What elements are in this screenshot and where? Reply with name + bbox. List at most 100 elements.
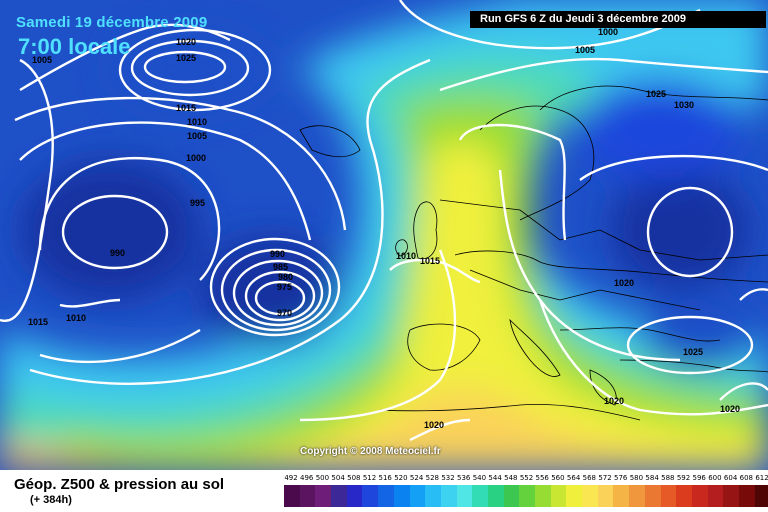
- scale-label: 576: [614, 474, 628, 482]
- scale-cell: [597, 485, 614, 507]
- isobar-label: 1015: [420, 256, 441, 266]
- isobar-label: 1025: [646, 89, 667, 99]
- isobar-label: 1010: [66, 313, 87, 323]
- isobar-label: 1010: [396, 251, 417, 261]
- scale-label: 588: [661, 474, 675, 482]
- scale-label: 584: [645, 474, 659, 482]
- isobar-label: 980: [278, 272, 294, 282]
- isobar-label: 1005: [32, 55, 53, 65]
- isobar-label: 990: [110, 248, 126, 258]
- scale-label: 500: [315, 474, 330, 482]
- coastlines: [299, 85, 768, 421]
- scale-cell: [472, 485, 488, 507]
- scale-label: 596: [692, 474, 706, 482]
- scale-label: 516: [378, 474, 392, 482]
- scale-label: 608: [739, 474, 753, 482]
- scale-label: 600: [708, 474, 722, 482]
- isobar-label: 1025: [683, 347, 704, 357]
- forecast-date: Samedi 19 décembre 2009: [16, 14, 208, 31]
- weather-map: 1020 1025 1005 1015 1010 1005 1000 995 9…: [0, 0, 768, 470]
- scale-cell: [456, 485, 473, 507]
- isobar-label: 1015: [28, 317, 49, 327]
- scale-label: 560: [551, 474, 565, 482]
- isobar-label: 1015: [176, 103, 197, 113]
- scale-cell: [707, 485, 724, 507]
- isobar-label: 1025: [176, 53, 197, 63]
- run-info: Run GFS 6 Z du Jeudi 3 décembre 2009: [470, 11, 766, 28]
- scale-label: 532: [441, 474, 455, 482]
- isobar-label: 1000: [186, 153, 207, 163]
- scale-cell: [346, 485, 363, 507]
- scale-label: 548: [504, 474, 518, 482]
- isobar-label: 1005: [187, 131, 208, 141]
- isobar-label: 1010: [187, 117, 208, 127]
- scale-label: 592: [676, 474, 691, 482]
- scale-label: 520: [394, 474, 408, 482]
- scale-label: 612: [755, 474, 768, 482]
- isobar-label: 985: [273, 262, 289, 272]
- isobar-label: 975: [277, 282, 293, 292]
- scale-cell: [519, 485, 535, 507]
- scale-cell: [362, 485, 379, 507]
- scale-cell: [425, 485, 441, 507]
- isobar-label: 995: [190, 198, 206, 208]
- scale-label: 564: [566, 474, 581, 482]
- legend-subtitle: (+ 384h): [30, 494, 72, 506]
- scale-cell: [629, 485, 645, 507]
- isobar-label: 1020: [720, 404, 741, 414]
- scale-cell: [535, 485, 551, 507]
- scale-cell: [315, 485, 332, 507]
- scale-label: 528: [425, 474, 439, 482]
- scale-label: 552: [519, 474, 534, 482]
- scale-cell: [393, 485, 410, 507]
- forecast-time: 7:00 locale: [18, 34, 131, 59]
- scale-label: 512: [362, 474, 377, 482]
- scale-cell: [754, 485, 768, 507]
- scale-label: 580: [629, 474, 644, 482]
- scale-label: 508: [347, 474, 361, 482]
- scale-cell: [550, 485, 567, 507]
- scale-cell: [299, 485, 316, 507]
- scale-cell: [440, 485, 457, 507]
- isobar-label: 1020: [176, 37, 197, 47]
- scale-cell: [738, 485, 755, 507]
- scale-cell: [566, 485, 583, 507]
- isobar-label: 1020: [614, 278, 635, 288]
- scale-cell: [644, 485, 661, 507]
- scale-cell: [723, 485, 739, 507]
- scale-cell: [284, 485, 300, 507]
- scale-cell: [409, 485, 426, 507]
- scale-cell: [487, 485, 504, 507]
- scale-label: 492: [284, 474, 298, 482]
- scale-label: 496: [300, 474, 314, 482]
- scale-cell: [691, 485, 708, 507]
- scale-label: 504: [331, 474, 345, 482]
- isobar-label: 1020: [604, 396, 625, 406]
- scale-label: 524: [409, 474, 424, 482]
- scale-label: 604: [723, 474, 738, 482]
- isobar-label: 1020: [424, 420, 445, 430]
- scale-cell: [378, 485, 394, 507]
- scale-cell: [503, 485, 520, 507]
- scale-label: 572: [598, 474, 612, 482]
- isobars: [0, 0, 768, 442]
- scale-label: 568: [582, 474, 596, 482]
- map-canvas: [0, 0, 768, 470]
- scale-cell: [676, 485, 692, 507]
- isobar-label: 990: [270, 249, 286, 259]
- legend-bar: Géop. Z500 & pression au sol (+ 384h) 49…: [0, 470, 768, 512]
- color-scale-cells: [284, 485, 768, 507]
- scale-label: 556: [535, 474, 549, 482]
- isobar-label: 1030: [674, 100, 695, 110]
- isobar-label: 1005: [575, 45, 596, 55]
- isobar-label: 970: [277, 308, 293, 318]
- scale-cell: [582, 485, 598, 507]
- scale-cell: [613, 485, 630, 507]
- geopotential-field: [0, 0, 768, 470]
- scale-label: 536: [457, 474, 471, 482]
- legend-title: Géop. Z500 & pression au sol: [14, 476, 225, 493]
- isobar-label: 1000: [598, 27, 619, 37]
- scale-cell: [660, 485, 677, 507]
- copyright: Copyright © 2008 Meteociel.fr: [300, 446, 441, 457]
- scale-label: 540: [472, 474, 487, 482]
